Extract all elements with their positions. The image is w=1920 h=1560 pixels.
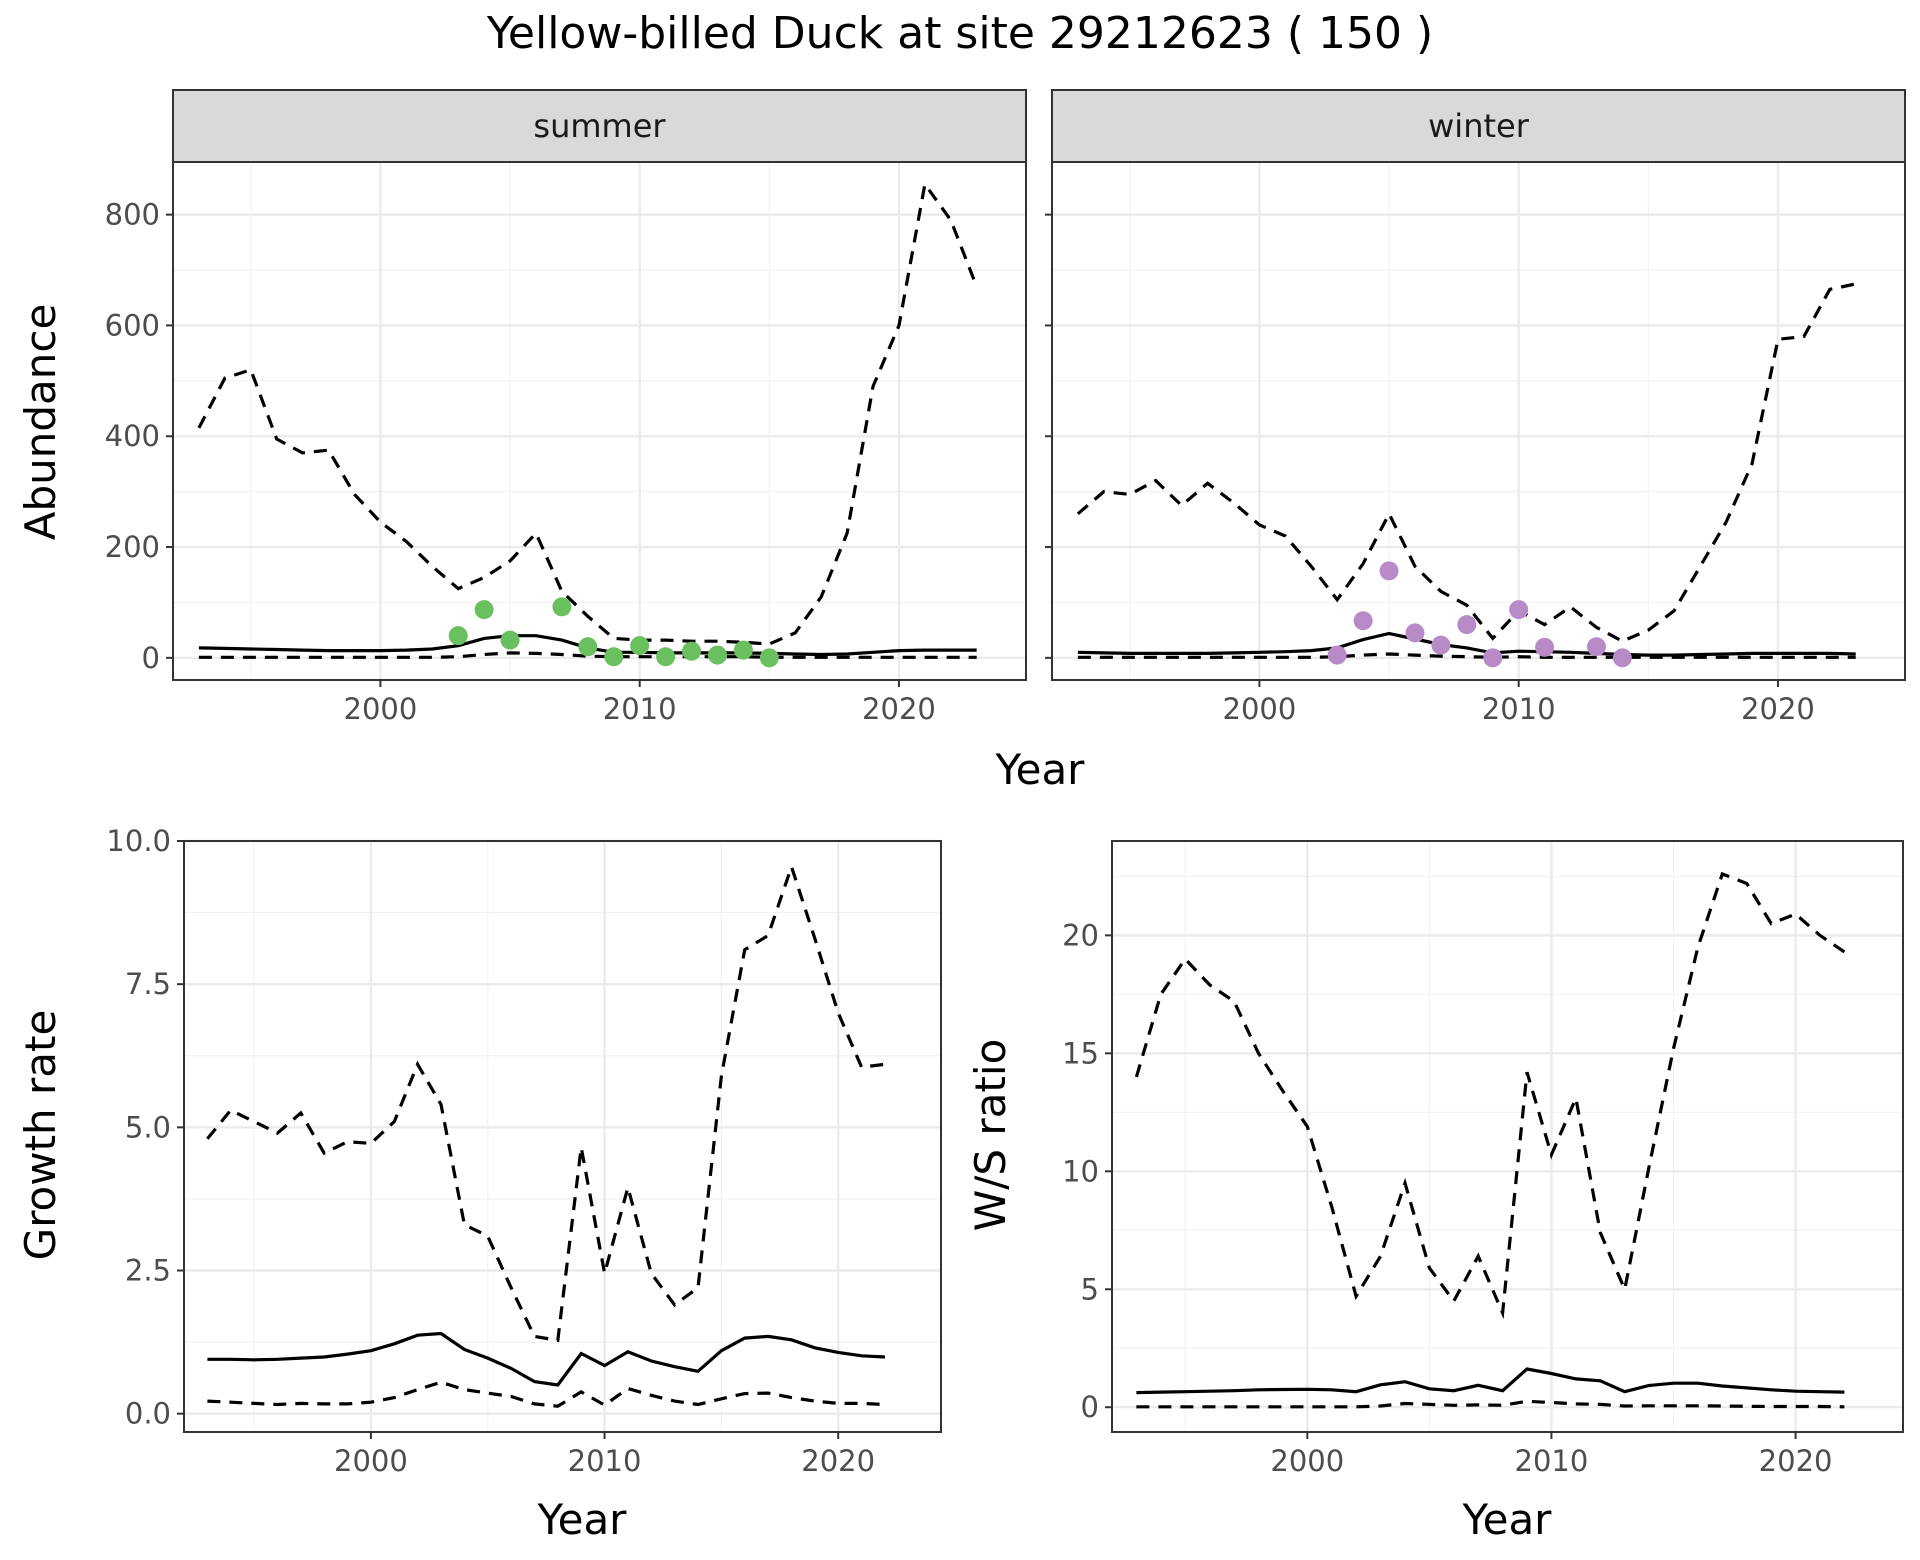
series-line-lower xyxy=(1077,652,1856,659)
growth-x-axis-title: Year xyxy=(537,1495,628,1544)
x-tick-label: 2010 xyxy=(568,1444,642,1478)
series-line-mean xyxy=(1077,631,1856,657)
growth-y-axis-title: Growth rate xyxy=(16,1010,65,1261)
y-tick-label: 20 xyxy=(1062,918,1099,952)
series-line-upper xyxy=(197,180,979,646)
summer-panel: summer 2000 2010 2020 0 200 400 600 800 xyxy=(105,89,1027,726)
observed-point xyxy=(500,630,520,650)
observed-point xyxy=(759,648,779,668)
observed-point xyxy=(630,636,650,656)
series-line-mean xyxy=(207,1331,885,1387)
observed-point xyxy=(733,640,753,660)
x-tick-label: 2010 xyxy=(1482,692,1556,726)
panel-border xyxy=(1051,161,1906,681)
observed-point xyxy=(1586,637,1606,657)
x-tick-label: 2020 xyxy=(862,692,936,726)
observed-point xyxy=(1405,623,1425,643)
series-line-upper xyxy=(206,861,886,1343)
x-tick-label: 2020 xyxy=(1741,692,1815,726)
observed-point xyxy=(604,647,624,667)
x-tick-label: 2000 xyxy=(1270,1444,1344,1478)
abundance-y-axis-title: Abundance xyxy=(16,304,65,541)
y-tick-label: 15 xyxy=(1062,1036,1099,1070)
series-line-mean xyxy=(1136,1367,1845,1395)
observed-point xyxy=(1483,648,1503,668)
observed-point xyxy=(1431,635,1451,655)
y-tick-label: 5 xyxy=(1081,1272,1099,1306)
y-tick-label: 0 xyxy=(1081,1390,1099,1424)
x-tick-label: 2000 xyxy=(1223,692,1297,726)
y-tick-label: 600 xyxy=(105,308,160,342)
strip-header xyxy=(172,89,1027,163)
observed-point xyxy=(552,597,572,617)
figure-title: Yellow-billed Duck at site 29212623 ( 15… xyxy=(486,8,1433,59)
x-tick-label: 2000 xyxy=(344,692,418,726)
observed-point xyxy=(1457,615,1477,635)
winter-panel: winter 2000 2010 2020 xyxy=(1045,89,1906,726)
x-tick-label: 2000 xyxy=(334,1444,408,1478)
observed-point xyxy=(1327,645,1347,665)
y-tick-label: 10 xyxy=(1062,1154,1099,1188)
series-line-lower xyxy=(198,651,977,659)
observed-point xyxy=(578,637,598,657)
y-tick-label: 400 xyxy=(105,419,160,453)
y-tick-label: 0.0 xyxy=(125,1397,171,1431)
observed-point xyxy=(1353,611,1373,631)
y-tick-label: 2.5 xyxy=(125,1254,171,1288)
observed-point xyxy=(1379,561,1399,581)
y-tick-label: 5.0 xyxy=(125,1110,171,1144)
x-tick-label: 2010 xyxy=(1515,1444,1589,1478)
panel-border xyxy=(1111,840,1904,1433)
observed-point xyxy=(1509,600,1529,620)
y-tick-label: 7.5 xyxy=(125,967,171,1001)
observed-point xyxy=(656,647,676,667)
series-line-upper xyxy=(1076,282,1857,643)
y-tick-label: 800 xyxy=(105,198,160,232)
y-tick-label: 200 xyxy=(105,530,160,564)
observed-point xyxy=(682,641,702,661)
observed-point xyxy=(474,600,494,620)
x-tick-label: 2020 xyxy=(801,1444,875,1478)
y-tick-label: 0 xyxy=(142,641,160,675)
strip-header xyxy=(1051,89,1906,163)
ws-x-axis-title: Year xyxy=(1462,1495,1553,1544)
series-line-upper xyxy=(1134,871,1846,1320)
series-line-lower xyxy=(1136,1399,1845,1409)
x-tick-label: 2020 xyxy=(1759,1444,1833,1478)
x-tick-label: 2010 xyxy=(603,692,677,726)
ws-y-axis-title: W/S ratio xyxy=(966,1039,1015,1232)
observed-point xyxy=(1535,637,1555,657)
abundance-x-axis-title: Year xyxy=(995,745,1086,794)
observed-point xyxy=(1612,648,1632,668)
panel-border xyxy=(183,840,942,1433)
observed-point xyxy=(448,626,468,646)
strip-label: summer xyxy=(533,107,666,145)
y-tick-label: 10.0 xyxy=(106,824,171,858)
growth-rate-panel: 2000 2010 2020 0.0 2.5 5.0 7.5 10.0 xyxy=(106,824,942,1478)
series-line-lower xyxy=(207,1380,885,1408)
panel-border xyxy=(172,161,1027,681)
ws-ratio-panel: 2000 2010 2020 0 5 10 15 20 xyxy=(1062,840,1904,1478)
observed-point xyxy=(707,645,727,665)
strip-label: winter xyxy=(1428,107,1530,145)
